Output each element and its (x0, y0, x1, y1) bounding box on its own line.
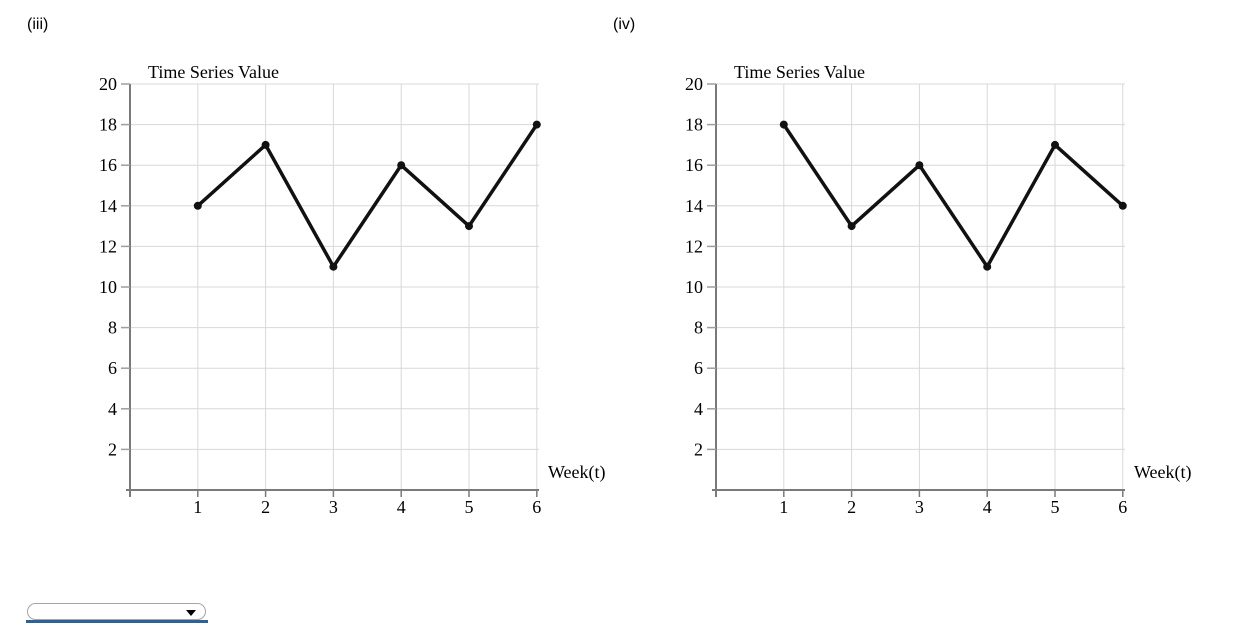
y-tick-label: 20 (99, 74, 117, 94)
x-tick-label: 6 (1118, 497, 1127, 517)
figure-label-iii: (iii) (27, 16, 49, 33)
y-tick-label: 8 (108, 318, 117, 338)
y-tick-label: 10 (685, 277, 703, 297)
y-tick-label: 18 (99, 115, 117, 135)
x-tick-label: 5 (1051, 497, 1060, 517)
series-line (196, 123, 539, 271)
y-tick-label: 20 (685, 74, 703, 94)
x-tick-label: 3 (915, 497, 924, 517)
data-point-marker (329, 262, 338, 271)
series-line (782, 123, 1124, 271)
data-point-marker (983, 262, 992, 271)
y-tick-label: 14 (685, 196, 703, 216)
chart-grid (716, 83, 1125, 490)
data-point-marker (1051, 140, 1059, 149)
y-tick-label: 12 (99, 236, 117, 256)
chart-grid (130, 83, 539, 490)
y-tick-label: 2 (108, 439, 117, 459)
figure-label-iv: (iv) (613, 16, 636, 33)
x-tick-label: 4 (983, 497, 992, 517)
x-tick-label: 1 (193, 497, 202, 517)
y-tick-label: 4 (694, 399, 703, 419)
y-tick-label: 12 (685, 236, 703, 256)
y-tick-label: 6 (108, 358, 117, 378)
data-point-marker (915, 161, 924, 170)
chart-title: Time Series Value (734, 62, 865, 82)
data-point-marker (465, 222, 473, 231)
y-tick-label: 10 (99, 277, 117, 297)
answer-dropdown[interactable] (26, 601, 208, 625)
dropdown-box[interactable] (27, 603, 206, 620)
x-tick-label: 1 (779, 497, 788, 517)
x-tick-label: 4 (397, 497, 406, 517)
y-tick-label: 2 (694, 439, 703, 459)
x-tick-label: 6 (532, 497, 541, 517)
y-tick-label: 8 (694, 318, 703, 338)
x-tick-label: 5 (465, 497, 474, 517)
chevron-down-icon (186, 610, 196, 616)
data-point-marker (847, 222, 856, 231)
chart-title: Time Series Value (148, 62, 279, 82)
data-point-marker (397, 161, 406, 170)
x-axis-title: Week(t) (1134, 462, 1192, 483)
x-tick-label: 2 (847, 497, 856, 517)
x-tick-label: 2 (261, 497, 270, 517)
x-axis-title: Week(t) (548, 462, 606, 483)
y-tick-label: 16 (99, 155, 117, 175)
data-point-marker (261, 140, 270, 149)
y-tick-label: 6 (694, 358, 703, 378)
x-tick-label: 3 (329, 497, 338, 517)
data-point-marker (779, 120, 788, 129)
y-tick-label: 18 (685, 115, 703, 135)
y-tick-label: 14 (99, 196, 117, 216)
data-point-marker (193, 201, 202, 210)
dropdown-underline (26, 620, 208, 623)
data-point-marker (532, 120, 541, 129)
data-point-marker (1118, 201, 1127, 210)
y-tick-label: 16 (685, 155, 703, 175)
y-tick-label: 4 (108, 399, 117, 419)
